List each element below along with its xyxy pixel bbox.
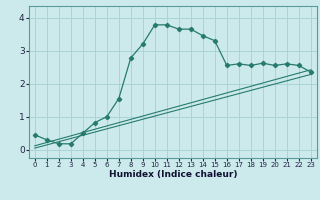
X-axis label: Humidex (Indice chaleur): Humidex (Indice chaleur) <box>108 170 237 179</box>
